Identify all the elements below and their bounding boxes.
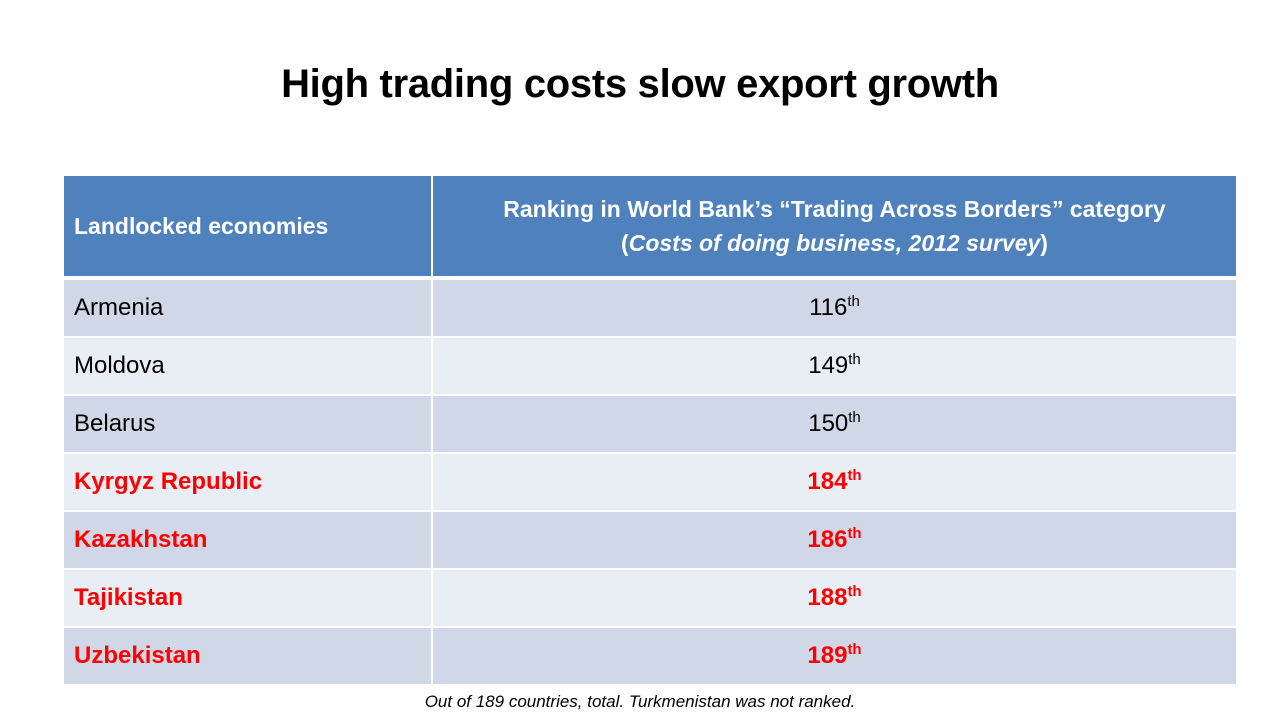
rank-suffix: th: [847, 467, 862, 484]
country-cell: Armenia: [64, 278, 433, 338]
country-cell: Uzbekistan: [64, 627, 433, 686]
country-cell: Belarus: [64, 395, 433, 454]
table-row: Uzbekistan 189th: [64, 627, 1236, 686]
header-ranking-line2: Costs of doing business, 2012 survey: [628, 230, 1041, 256]
rank-value: 188: [807, 584, 848, 611]
rank-cell: 116th: [432, 278, 1236, 338]
rank-cell: 184th: [432, 453, 1236, 512]
rank-suffix: th: [847, 583, 862, 600]
rank-cell: 149th: [432, 337, 1236, 396]
table-row: Tajikistan 188th: [64, 569, 1236, 628]
rank-value: 149: [808, 352, 849, 379]
rank-suffix: th: [847, 525, 862, 542]
country-cell: Tajikistan: [64, 569, 433, 628]
rank-value: 186: [807, 526, 848, 553]
slide-title: High trading costs slow export growth: [281, 62, 999, 106]
footnote: Out of 189 countries, total. Turkmenista…: [424, 692, 856, 711]
rank-value: 189: [807, 642, 848, 669]
rank-value: 150: [808, 410, 849, 437]
header-paren-open: (: [621, 230, 629, 256]
rank-suffix: th: [848, 351, 861, 368]
header-landlocked-economies: Landlocked economies: [64, 176, 433, 280]
ranking-table: Landlocked economies Ranking in World Ba…: [64, 176, 1236, 686]
table-row: Armenia 116th: [64, 278, 1236, 338]
header-paren-close: ): [1040, 230, 1048, 256]
table-row: Moldova 149th: [64, 337, 1236, 396]
rank-cell: 189th: [432, 627, 1236, 686]
table-row: Belarus 150th: [64, 395, 1236, 454]
table-row: Kazakhstan 186th: [64, 511, 1236, 570]
country-cell: Kazakhstan: [64, 511, 433, 570]
header-ranking-line1: Ranking in World Bank’s “Trading Across …: [503, 196, 1166, 222]
table-row: Kyrgyz Republic 184th: [64, 453, 1236, 512]
rank-cell: 188th: [432, 569, 1236, 628]
rank-cell: 186th: [432, 511, 1236, 570]
rank-value: 184: [807, 468, 848, 495]
rank-suffix: th: [848, 409, 861, 426]
header-ranking: Ranking in World Bank’s “Trading Across …: [432, 176, 1236, 280]
rank-suffix: th: [847, 641, 862, 658]
rank-suffix: th: [847, 293, 860, 310]
country-cell: Moldova: [64, 337, 433, 396]
rank-value: 116: [809, 294, 848, 321]
rank-cell: 150th: [432, 395, 1236, 454]
table-header-row: Landlocked economies Ranking in World Ba…: [64, 176, 1236, 280]
country-cell: Kyrgyz Republic: [64, 453, 433, 512]
